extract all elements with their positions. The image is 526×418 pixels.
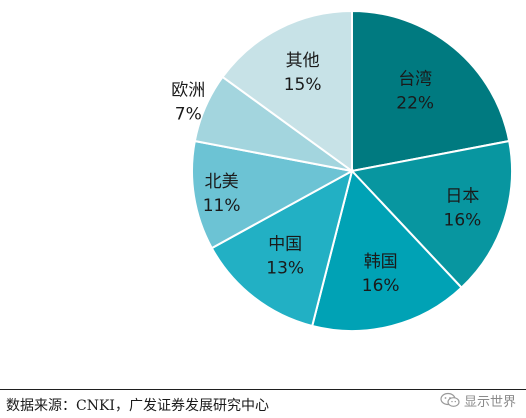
slice-value-label: 13%	[266, 258, 304, 278]
slice-value-label: 16%	[444, 211, 482, 231]
wechat-icon	[440, 392, 460, 407]
pie-slice	[210, 169, 354, 328]
pie-slice	[351, 9, 511, 173]
pie-slice	[221, 9, 353, 173]
slice-category-label: 台湾	[398, 70, 432, 90]
slice-value-label: 22%	[396, 94, 434, 114]
slice-value-label: 11%	[203, 196, 241, 216]
slice-value-label: 16%	[362, 276, 400, 296]
slice-category-label: 北美	[205, 172, 239, 192]
source-note: 数据来源：CNKI，广发证券发展研究中心	[6, 398, 269, 414]
pie-slice	[350, 139, 514, 290]
pie-slice	[190, 139, 355, 250]
footer-divider	[0, 389, 526, 390]
pie-slices	[190, 9, 514, 332]
slice-category-label: 韩国	[364, 252, 398, 272]
pie-slice	[310, 168, 463, 332]
slice-category-label: 中国	[268, 234, 302, 254]
pie-labels: 台湾 22% 日本 16% 韩国 16% 中国 13% 北美 11% 欧洲 7% 其他 15%	[171, 51, 481, 296]
slice-category-label: 其他	[286, 51, 320, 71]
slice-value-label: 15%	[284, 75, 322, 95]
pie-chart: 台湾 22% 日本 16% 韩国 16% 中国 13% 北美 11% 欧洲 7% 其他 15%	[171, 9, 514, 332]
slice-category-label: 欧洲	[171, 81, 205, 101]
slice-value-label: 7%	[175, 105, 202, 125]
slice-category-label: 日本	[445, 187, 479, 207]
watermark-text: 显示世界	[463, 394, 516, 410]
watermark: 显示世界	[440, 389, 516, 411]
